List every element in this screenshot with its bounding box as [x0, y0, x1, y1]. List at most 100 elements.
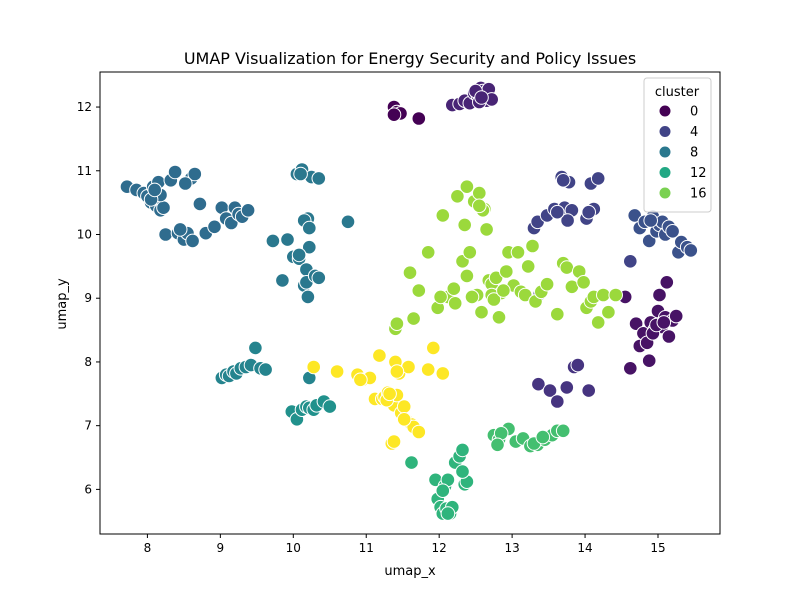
data-point	[311, 270, 327, 286]
legend-marker	[658, 186, 672, 200]
data-point	[581, 204, 597, 220]
data-point	[542, 383, 558, 398]
data-point	[656, 315, 672, 330]
data-point	[457, 217, 473, 233]
y-tick-label: 7	[84, 419, 92, 433]
data-point	[386, 107, 402, 122]
data-point	[581, 383, 597, 398]
data-point	[608, 287, 624, 303]
legend: cluster 0 4 8 12 16	[643, 77, 712, 213]
data-point	[353, 372, 368, 388]
data-point	[559, 380, 575, 395]
data-point	[265, 233, 281, 249]
data-point	[641, 353, 657, 369]
legend-marker	[658, 166, 672, 179]
data-point	[510, 245, 526, 260]
y-tick-label: 8	[84, 355, 92, 369]
data-point	[411, 111, 427, 126]
data-point	[668, 308, 684, 324]
x-tick-label: 9	[217, 541, 225, 555]
data-point	[455, 464, 470, 479]
chart-title: UMAP Visualization for Energy Security a…	[184, 49, 636, 68]
data-point	[455, 442, 470, 458]
data-point	[472, 198, 487, 214]
data-point	[402, 265, 418, 281]
data-point	[474, 90, 489, 105]
plot-frame	[99, 71, 721, 535]
data-point	[306, 359, 322, 375]
data-point	[240, 203, 256, 218]
data-point	[643, 213, 659, 228]
legend-marker	[658, 145, 672, 159]
data-point	[372, 348, 387, 363]
data-point	[479, 222, 494, 237]
legend-marker	[658, 104, 672, 118]
data-point	[300, 289, 316, 305]
data-point	[435, 483, 451, 499]
legend-marker	[658, 125, 672, 138]
data-point	[311, 171, 327, 186]
data-point	[590, 315, 606, 330]
data-point	[576, 275, 591, 290]
x-tick-label: 12	[432, 541, 447, 555]
x-axis-ticks: 8 9 10 11 12 13 14 15	[144, 534, 666, 555]
legend-title: cluster	[655, 85, 700, 100]
data-point	[590, 171, 606, 186]
x-tick-label: 14	[577, 541, 592, 555]
data-point	[389, 364, 405, 379]
y-tick-label: 10	[77, 227, 92, 241]
data-point	[459, 268, 475, 284]
data-point	[641, 233, 657, 249]
data-point	[550, 306, 565, 322]
data-point	[433, 289, 448, 305]
data-point	[499, 264, 514, 279]
data-point	[623, 253, 638, 269]
data-point	[404, 455, 419, 470]
data-point	[560, 213, 575, 228]
x-tick-label: 11	[359, 541, 374, 555]
data-point	[628, 316, 644, 332]
data-point	[659, 275, 675, 290]
legend-label: 0	[690, 105, 698, 120]
x-axis-label: umap_x	[384, 564, 436, 579]
data-point	[450, 189, 465, 204]
data-point	[520, 259, 536, 274]
data-point	[172, 222, 188, 237]
data-point	[411, 283, 427, 298]
data-point	[570, 357, 586, 373]
data-point	[440, 506, 456, 521]
data-point	[435, 366, 451, 381]
data-point	[550, 204, 565, 220]
data-point	[329, 364, 345, 379]
data-point	[420, 362, 436, 377]
data-point	[420, 245, 436, 260]
data-point	[167, 164, 183, 180]
data-point	[248, 340, 263, 356]
data-point	[426, 340, 441, 356]
data-point	[486, 292, 502, 307]
data-point	[652, 287, 667, 303]
y-tick-label: 11	[77, 164, 92, 178]
x-tick-label: 10	[286, 541, 301, 555]
y-tick-label: 9	[84, 291, 92, 305]
data-point	[411, 424, 427, 440]
data-point	[396, 399, 412, 414]
data-point	[396, 412, 412, 427]
data-point	[464, 289, 480, 305]
data-point	[156, 200, 171, 215]
data-point	[192, 196, 208, 212]
data-point	[386, 434, 402, 449]
y-tick-label: 6	[84, 482, 92, 496]
data-point	[601, 304, 616, 320]
data-point	[446, 281, 462, 297]
data-point	[293, 166, 308, 182]
data-point	[258, 362, 273, 377]
data-point	[555, 173, 571, 188]
data-point	[525, 238, 540, 254]
data-point	[539, 276, 555, 292]
data-point	[389, 316, 405, 332]
data-point	[158, 227, 173, 242]
data-point	[435, 208, 451, 223]
data-point	[178, 176, 193, 191]
